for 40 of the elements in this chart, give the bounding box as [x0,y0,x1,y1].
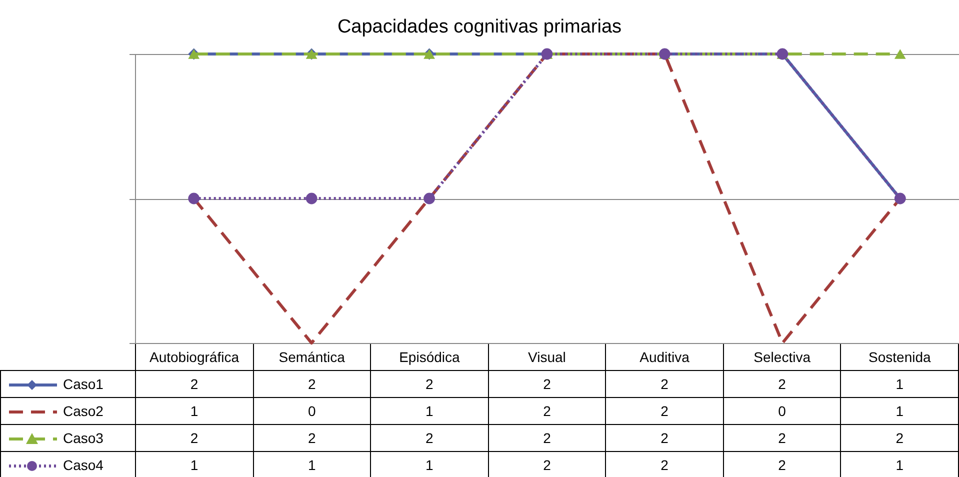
data-label: 2 [723,370,841,398]
data-label: 2 [488,398,606,424]
data-label: 2 [135,370,254,398]
x-tick-label: Selectiva [723,344,841,370]
data-label: 2 [488,424,606,452]
data-label: 2 [370,370,488,398]
legend-label: Caso4 [0,452,136,477]
data-label: 2 [723,424,841,452]
data-label: 2 [488,452,606,477]
chart-title: Capacidades cognitivas primarias [337,16,622,38]
data-label: 2 [253,424,371,452]
data-label: 0 [253,398,371,424]
legend-label: Caso3 [0,424,136,452]
data-label: 2 [253,370,371,398]
data-label: 2 [135,424,254,452]
data-label: 1 [370,398,488,424]
legend-label: Caso2 [0,398,136,424]
data-label: 2 [370,424,488,452]
data-label: 2 [606,398,724,424]
x-tick-label: Autobiográfica [135,344,254,370]
data-label: 1 [253,452,371,477]
x-tick-label: Visual [488,344,606,370]
x-tick-label: Episódica [370,344,488,370]
x-tick-label: Semántica [253,344,371,370]
data-label: 1 [840,452,958,477]
x-tick-label: Sostenida [840,344,958,370]
data-label: 2 [606,452,724,477]
data-label: 1 [840,370,958,398]
data-label: 2 [488,370,606,398]
data-label: 2 [606,424,724,452]
data-label: 0 [723,398,841,424]
data-label: 1 [135,398,254,424]
x-tick-label: Auditiva [606,344,724,370]
data-label: 1 [840,398,958,424]
data-label: 2 [606,370,724,398]
data-label: 1 [370,452,488,477]
legend-label: Caso1 [0,370,136,398]
data-label: 2 [723,452,841,477]
data-label: 2 [840,424,958,452]
data-label: 1 [135,452,254,477]
